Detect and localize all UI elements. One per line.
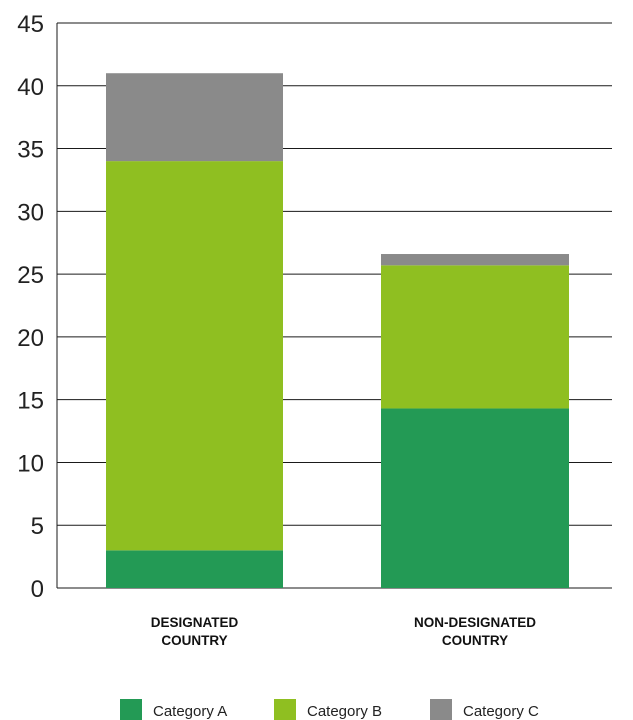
y-tick-label: 30 — [17, 199, 44, 226]
x-category-label: COUNTRY — [442, 633, 508, 648]
legend-label: Category B — [307, 703, 382, 720]
bar-segment — [106, 550, 283, 588]
bar-segment — [381, 265, 569, 409]
legend-label: Category C — [463, 703, 539, 720]
legend-swatch — [430, 699, 452, 720]
legend-swatch — [274, 699, 296, 720]
y-tick-labels: 0 5 10 15 20 25 30 35 40 45 — [17, 11, 44, 603]
y-tick-label: 40 — [17, 74, 44, 101]
bar-segment — [381, 254, 569, 266]
x-category-label: DESIGNATED — [151, 615, 239, 630]
x-category-labels: DESIGNATED COUNTRY NON-DESIGNATED COUNTRY — [151, 615, 537, 648]
x-category-label: NON-DESIGNATED — [414, 615, 536, 630]
y-tick-label: 0 — [31, 576, 44, 603]
y-tick-label: 5 — [31, 513, 44, 540]
y-tick-label: 10 — [17, 450, 44, 477]
y-tick-label: 45 — [17, 11, 44, 38]
y-tick-label: 20 — [17, 325, 44, 352]
bars — [106, 73, 569, 588]
bar-segment — [106, 161, 283, 551]
y-tick-label: 15 — [17, 388, 44, 415]
y-tick-label: 25 — [17, 262, 44, 289]
legend: Category A Category B Category C — [120, 699, 539, 720]
legend-swatch — [120, 699, 142, 720]
legend-label: Category A — [153, 703, 227, 720]
bar-segment — [381, 408, 569, 588]
y-tick-label: 35 — [17, 137, 44, 164]
bar-segment — [106, 73, 283, 162]
x-category-label: COUNTRY — [161, 633, 227, 648]
